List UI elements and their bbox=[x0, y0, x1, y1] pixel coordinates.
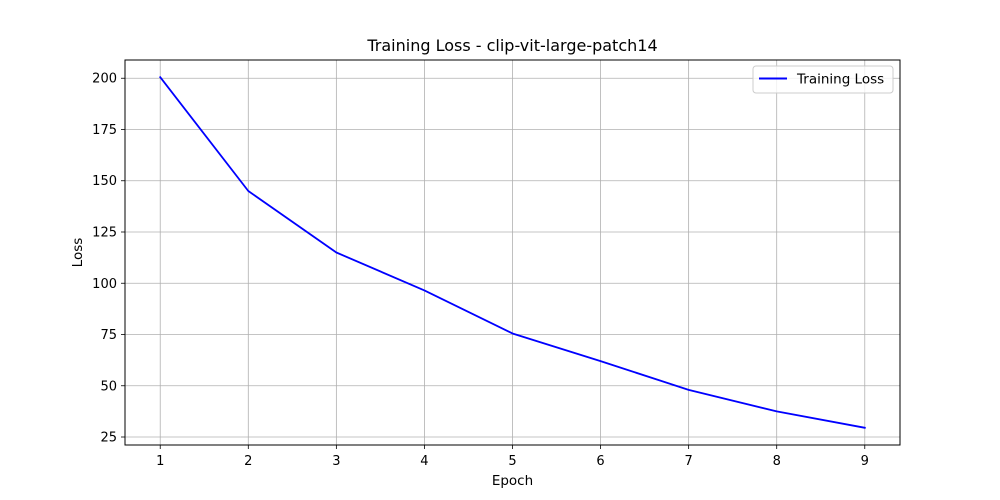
x-tick-label: 7 bbox=[684, 454, 692, 469]
legend: Training Loss bbox=[752, 65, 894, 94]
x-tick-label: 4 bbox=[420, 454, 428, 469]
axis-ticks: 1 2 3 4 5 6 7 8 9 25 50 75 100 125 150 175 200 bbox=[92, 72, 869, 469]
legend-label-training-loss: Training Loss bbox=[796, 72, 884, 88]
x-axis-title: Epoch bbox=[492, 473, 533, 489]
grid bbox=[125, 60, 900, 445]
y-tick-label: 100 bbox=[92, 277, 117, 292]
y-tick-label: 50 bbox=[100, 379, 117, 394]
series-line-training-loss bbox=[158, 75, 866, 429]
x-tick-label: 5 bbox=[508, 454, 516, 469]
x-tick-label: 3 bbox=[332, 454, 340, 469]
x-tick-label: 6 bbox=[596, 454, 604, 469]
y-tick-label: 175 bbox=[92, 123, 117, 138]
x-tick-label: 1 bbox=[156, 454, 164, 469]
y-tick-label: 200 bbox=[92, 72, 117, 87]
y-tick-label: 125 bbox=[92, 225, 117, 240]
y-axis-title: Loss bbox=[70, 238, 86, 268]
y-tick-label: 75 bbox=[100, 328, 117, 343]
x-tick-label: 2 bbox=[244, 454, 252, 469]
series-layer bbox=[158, 75, 866, 429]
y-tick-label: 25 bbox=[100, 431, 117, 446]
legend-box bbox=[752, 65, 894, 94]
x-tick-label: 9 bbox=[861, 454, 869, 469]
x-tick-label: 8 bbox=[773, 454, 781, 469]
chart-title: Training Loss - clip-vit-large-patch14 bbox=[366, 36, 657, 55]
y-tick-label: 150 bbox=[92, 174, 117, 189]
